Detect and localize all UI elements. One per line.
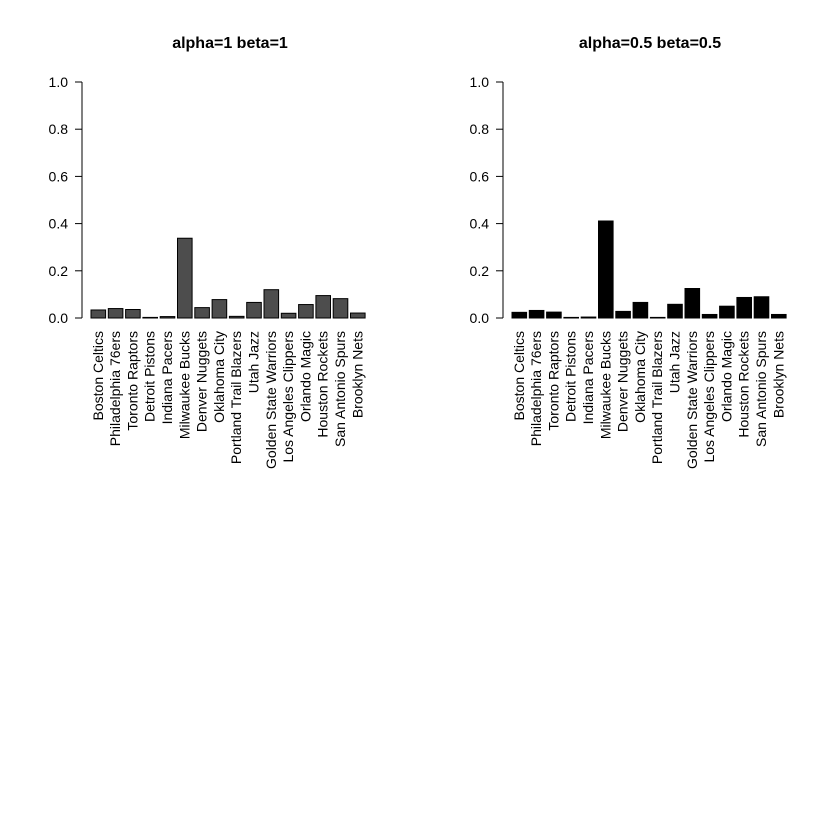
- category-label: Toronto Raptors: [545, 331, 561, 431]
- category-label: Utah Jazz: [246, 331, 262, 393]
- bar-boston-celtics: [511, 311, 528, 319]
- category-label: Detroit Pistons: [142, 331, 158, 422]
- category-label: Oklahoma City: [632, 331, 648, 423]
- bar-toronto-raptors: [546, 311, 562, 319]
- category-label: Boston Celtics: [90, 331, 106, 420]
- bar-utah-jazz: [246, 301, 262, 319]
- y-tick-label: 1.0: [470, 74, 490, 90]
- category-label: Brooklyn Nets: [349, 331, 365, 418]
- chart-title: alpha=1 beta=1: [172, 35, 288, 52]
- bar-milwaukee-bucks: [177, 237, 193, 319]
- bar-indiana-pacers: [580, 316, 597, 319]
- y-tick-label: 0.2: [470, 263, 490, 279]
- y-tick-label: 0.6: [470, 168, 490, 184]
- bar-detroit-pistons: [563, 316, 580, 319]
- bar-denver-nuggets: [194, 307, 210, 319]
- category-label: Portland Trail Blazers: [649, 331, 665, 464]
- bar-los-angeles-clippers: [280, 312, 297, 319]
- category-label: San Antonio Spurs: [332, 331, 348, 447]
- category-label: Los Angeles Clippers: [280, 331, 296, 463]
- bar-oklahoma-city: [211, 299, 228, 319]
- bar-toronto-raptors: [125, 309, 141, 319]
- y-tick-label: 0.4: [49, 216, 69, 232]
- bar-denver-nuggets: [615, 310, 631, 319]
- category-label: Denver Nuggets: [615, 331, 631, 432]
- bar-houston-rockets: [736, 296, 753, 319]
- bar-houston-rockets: [315, 295, 331, 319]
- category-label: Detroit Pistons: [563, 331, 579, 422]
- category-label: Portland Trail Blazers: [228, 331, 244, 464]
- bar-detroit-pistons: [142, 316, 158, 319]
- category-label: Houston Rockets: [736, 331, 752, 438]
- category-label: Milwaukee Bucks: [176, 331, 192, 439]
- chart-panel-right: alpha=0.5 beta=0.5 0.0 0.2 0.4 0.6 0.8 1.0 Bost…: [470, 35, 787, 469]
- bar-boston-celtics: [90, 309, 107, 319]
- category-label: Toronto Raptors: [124, 331, 140, 431]
- category-label: Indiana Pacers: [580, 331, 596, 424]
- bar-portland-trail-blazers: [228, 315, 245, 319]
- category-label: Indiana Pacers: [159, 331, 175, 424]
- bar-golden-state-warriors: [263, 289, 280, 319]
- bar-portland-trail-blazers: [649, 316, 666, 319]
- y-tick-label: 0.6: [49, 168, 69, 184]
- bar-oklahoma-city: [632, 301, 649, 319]
- category-label: Orlando Magic: [297, 331, 313, 422]
- bar-orlando-magic: [298, 304, 314, 319]
- bar-san-antonio-spurs: [753, 296, 770, 319]
- y-tick-label: 0.2: [49, 263, 69, 279]
- y-tick-label: 0.0: [470, 310, 490, 326]
- bar-golden-state-warriors: [684, 288, 701, 319]
- chart-title: alpha=0.5 beta=0.5: [579, 35, 721, 52]
- category-label: Golden State Warriors: [263, 331, 279, 469]
- category-label: San Antonio Spurs: [753, 331, 769, 447]
- category-label: Philadelphia 76ers: [107, 331, 123, 446]
- bar-indiana-pacers: [159, 316, 176, 319]
- bar-philadelphia-76ers: [528, 309, 545, 319]
- y-tick-label: 0.8: [49, 121, 69, 137]
- y-tick-label: 0.0: [49, 310, 69, 326]
- category-label: Brooklyn Nets: [770, 331, 786, 418]
- y-tick-label: 1.0: [49, 74, 69, 90]
- bar-philadelphia-76ers: [107, 308, 124, 319]
- bar-san-antonio-spurs: [332, 298, 349, 319]
- category-label: Golden State Warriors: [684, 331, 700, 469]
- category-label: Orlando Magic: [718, 331, 734, 422]
- chart-panel-left: alpha=1 beta=1 0.0 0.2 0.4 0.6 0.8 1.0 Boston C…: [49, 35, 366, 469]
- bar-utah-jazz: [667, 303, 683, 319]
- category-label: Houston Rockets: [315, 331, 331, 438]
- y-tick-label: 0.8: [470, 121, 490, 137]
- bar-orlando-magic: [719, 305, 735, 319]
- bar-brooklyn-nets: [350, 312, 366, 319]
- category-label: Boston Celtics: [511, 331, 527, 420]
- category-label: Oklahoma City: [211, 331, 227, 423]
- category-label: Utah Jazz: [667, 331, 683, 393]
- y-tick-label: 0.4: [470, 216, 490, 232]
- category-label: Philadelphia 76ers: [528, 331, 544, 446]
- category-label: Los Angeles Clippers: [701, 331, 717, 463]
- bar-brooklyn-nets: [771, 313, 787, 319]
- category-label: Denver Nuggets: [194, 331, 210, 432]
- bar-los-angeles-clippers: [701, 313, 718, 319]
- bar-milwaukee-bucks: [598, 220, 614, 319]
- category-label: Milwaukee Bucks: [597, 331, 613, 439]
